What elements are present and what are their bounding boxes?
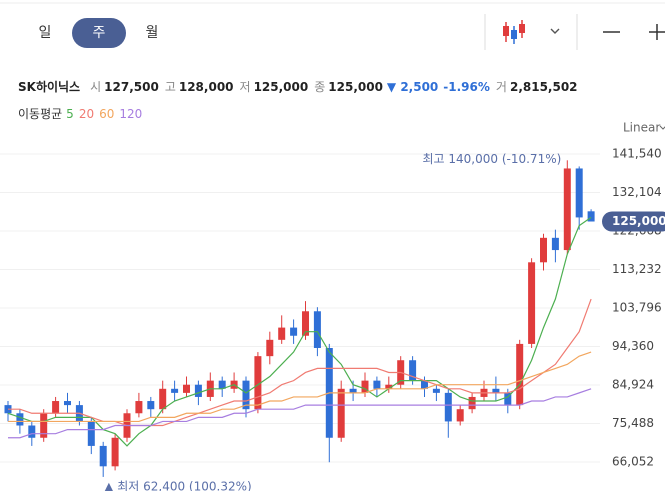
candle-body (87, 421, 95, 446)
ma-title: 이동평균 (18, 107, 63, 121)
candle-body (183, 384, 190, 393)
candle-body (111, 437, 119, 467)
legend-entry: 120 (119, 106, 143, 121)
change: ▼ 2,500 (386, 79, 439, 94)
candle-body (194, 384, 202, 397)
candle-body (147, 401, 155, 410)
y-tick-label: 84,924 (612, 378, 654, 392)
price-tag-label: 125,000 (612, 214, 665, 228)
candle-body (551, 237, 559, 251)
tab[interactable]: 월 (145, 25, 159, 41)
candle-body (373, 380, 381, 389)
change-pct: -1.96% (443, 79, 490, 94)
price-tag (602, 211, 665, 232)
candle-body (409, 360, 417, 381)
candle-body (421, 380, 428, 389)
y-tick-label: 94,360 (612, 339, 654, 353)
dropdown-chevron[interactable] (550, 28, 560, 34)
volume-label: 거 (495, 80, 507, 94)
candle-body (171, 388, 179, 393)
candle-body (313, 311, 321, 348)
candle-icon[interactable] (503, 20, 525, 44)
candle-body (278, 327, 286, 340)
y-tick-label: 141,540 (612, 147, 662, 161)
candle-body (468, 396, 476, 410)
candle-body (40, 413, 48, 438)
y-tick-label: 113,232 (612, 262, 662, 276)
candle-body (159, 388, 167, 410)
stock-name: SK하이닉스 (18, 80, 81, 94)
candle-body (99, 445, 107, 467)
tab[interactable]: 일 (38, 25, 52, 41)
stock-info: SK하이닉스 시 127,500 고 128,000 저 125,000 종 125,000 ▼… (18, 78, 578, 95)
candle-body (28, 425, 36, 438)
candle-body (361, 380, 369, 393)
candle-body (242, 380, 250, 410)
field-value: 125,000 (253, 79, 309, 94)
field-value: 125,000 (328, 79, 383, 94)
field-value: 127,500 (104, 79, 159, 94)
candle-body (290, 327, 298, 336)
scale-chevron[interactable] (659, 125, 665, 130)
candle-body (16, 413, 24, 426)
candle-body (337, 388, 345, 438)
y-tick-label: 66,052 (612, 455, 654, 469)
candle-body (575, 168, 583, 218)
candle-body (492, 388, 500, 393)
low-annotation: ▲ 최저 62,400 (100.32%) (104, 480, 252, 491)
field-label: 시 (90, 80, 102, 94)
candle-body (540, 237, 547, 263)
candle-body (385, 384, 393, 389)
candle-body (444, 392, 452, 422)
candle-body (64, 401, 71, 406)
legend-entry: 20 (78, 106, 95, 121)
candle-body (52, 401, 60, 414)
ma-line (8, 388, 592, 439)
field-value: 128,000 (178, 79, 234, 94)
field-label: 저 (239, 80, 251, 94)
y-tick-label: 132,104 (612, 185, 662, 199)
field-label: 고 (164, 80, 176, 94)
ma-line (7, 216, 592, 447)
candle-body (456, 409, 464, 422)
candle-body (516, 343, 524, 406)
high-annotation: 최고 140,000 (-10.71%) (423, 152, 562, 166)
ma-legend: 이동평균 5 20 60 120 (18, 105, 147, 122)
legend-entry: 60 (99, 106, 115, 121)
candle-body (504, 392, 512, 406)
candle-body (135, 401, 143, 414)
ma-line (8, 351, 592, 423)
candle-body (432, 388, 440, 393)
candle-body (218, 380, 226, 389)
candle-body (302, 311, 309, 336)
candle-body (266, 339, 274, 357)
y-tick-label: 75,488 (612, 416, 654, 430)
volume: 2,815,502 (509, 79, 578, 94)
candle-body (254, 356, 262, 410)
zoom-in[interactable] (649, 24, 665, 40)
candle-body (563, 168, 571, 251)
tab-active[interactable]: 주 (72, 18, 126, 48)
field-label: 종 (314, 80, 326, 94)
candle-body (587, 211, 595, 222)
candle-body (528, 262, 536, 344)
legend-entry: 5 (66, 106, 74, 121)
candle-body (349, 388, 357, 393)
y-tick-label: 103,796 (612, 301, 662, 315)
scale-label[interactable]: Linear (623, 121, 660, 135)
